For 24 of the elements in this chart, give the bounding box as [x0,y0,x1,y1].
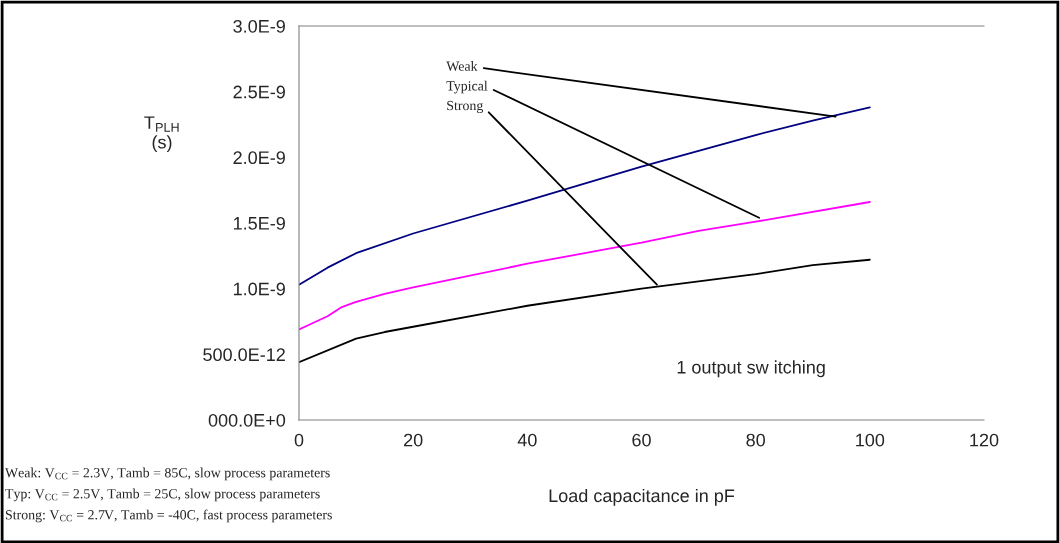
annotation: Weak [446,61,478,71]
text: Strong: V$_{CC}$ = 2.7V, Tamb = -40C, fast process parameters [5,509,332,523]
y-axis-title: T$_{PLH}$ (s) [144,116,179,153]
annotation: Strong [447,100,484,114]
text: Weak: V$_{CC}$ = 2.3V, Tamb = 85C, slow process parameters [5,467,330,481]
x-tick-label: 60 [632,433,651,447]
text: Typ: V$_{CC}$ = 2.5V, Tamb = 25C, slow process parameters [5,488,320,502]
y-tick-label: 3.0E-9 [233,19,285,33]
x-tick-label: 0 [294,433,304,447]
y-tick-label: 1.0E-9 [233,282,285,296]
annotation: 1 output sw itching [677,360,825,378]
y-tick-label: 2.5E-9 [233,85,285,99]
y-tick-label: 500.0E-12 [203,348,285,362]
line-series [299,201,871,331]
x-tick-label: 40 [517,433,537,447]
y-tick-label: 2.0E-9 [233,151,285,165]
x-tick-label: 120 [970,433,999,447]
x-tick-label: 100 [856,433,885,447]
y-tick-label: 000.0E+0 [208,413,286,427]
x-axis-title: Load capacitance in pF [549,488,735,506]
annotation: Typical [446,80,488,94]
x-tick-label: 80 [746,433,765,447]
y-tick-label: 1.5E-9 [233,216,285,230]
x-tick-label: 20 [404,433,423,447]
